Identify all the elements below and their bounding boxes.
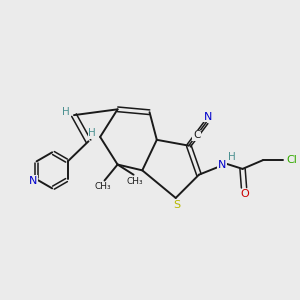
Text: H: H (88, 128, 96, 138)
Text: S: S (174, 200, 181, 210)
Text: C: C (193, 130, 200, 140)
Text: N: N (29, 176, 37, 186)
Text: H: H (228, 152, 236, 162)
Text: Cl: Cl (286, 155, 297, 165)
Text: O: O (240, 189, 249, 199)
Text: H: H (62, 106, 70, 117)
Text: CH₃: CH₃ (95, 182, 111, 191)
Text: N: N (203, 112, 212, 122)
Text: CH₃: CH₃ (127, 177, 143, 186)
Text: N: N (218, 160, 226, 170)
